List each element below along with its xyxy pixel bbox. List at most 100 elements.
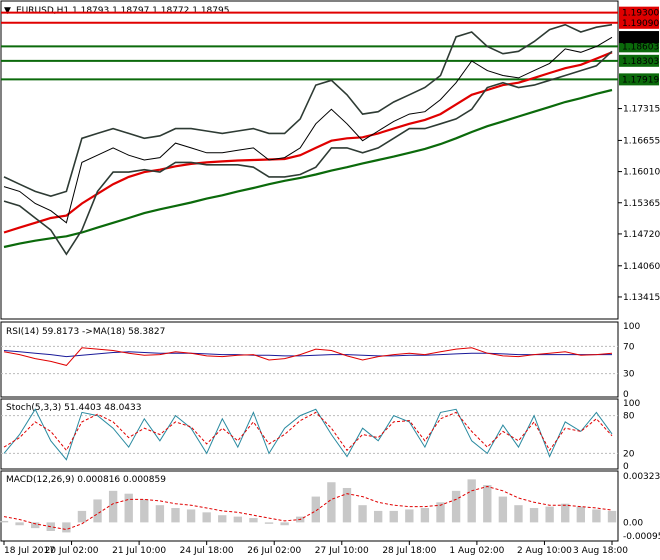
- current-price-text: 1.18795: [622, 33, 659, 43]
- macd-bar: [62, 522, 71, 533]
- stoch-main-line: [3, 408, 613, 461]
- macd-bar: [311, 496, 320, 523]
- macd-pane-frame: [0, 470, 619, 542]
- macd-bar: [249, 518, 258, 523]
- macd-label: MACD(12,26,9) 0.000816 0.000859: [6, 475, 166, 485]
- time-label-2: 21 Jul 10:00: [112, 546, 166, 556]
- rsi-ma-line: [3, 350, 612, 358]
- macd-bar: [202, 512, 211, 523]
- macd-bar: [436, 502, 445, 523]
- header-arrow-icon[interactable]: ▼: [4, 6, 11, 16]
- macd-bar: [389, 510, 398, 523]
- time-label-8: 2 Aug 10:00: [517, 546, 572, 556]
- price-line: [3, 36, 613, 224]
- level-badge-text-2: 1.18603: [622, 42, 659, 52]
- macd-bar: [140, 499, 149, 523]
- stoch-tick-label-0: 100: [623, 399, 640, 409]
- level-badge-2: [619, 40, 659, 53]
- horizontal-levels[interactable]: [1, 11, 618, 81]
- macd-bar: [280, 522, 289, 526]
- rsi-tick-label-0: 100: [623, 322, 640, 332]
- time-label-0: 18 Jul 2017: [4, 546, 55, 556]
- price-tick-label-3: 1.15365: [623, 199, 660, 209]
- macd-tick-label-1: 0.00: [623, 518, 643, 528]
- rsi-tick-label-1: 70: [623, 342, 635, 352]
- rsi-tick-label-3: 0: [623, 390, 629, 400]
- macd-bar: [607, 510, 617, 523]
- ma-green-line: [3, 88, 613, 249]
- rsi-line: [3, 347, 613, 366]
- time-label-7: 1 Aug 02:00: [449, 546, 504, 556]
- macd-bar: [358, 505, 367, 523]
- macd-bar: [233, 516, 243, 523]
- price-axis: 1.17315 1.16655 1.16010 1.15365 1.14720 1.140…: [618, 105, 660, 303]
- macd-signal-line: [3, 485, 613, 531]
- level-badge-3: [619, 54, 659, 67]
- macd-bar: [30, 522, 40, 529]
- time-label-4: 26 Jul 02:00: [247, 546, 301, 556]
- time-label-9: 3 Aug 18:00: [573, 546, 628, 556]
- macd-bar: [561, 503, 570, 523]
- macd-bar: [373, 510, 383, 523]
- macd-bar: [171, 508, 180, 523]
- macd-bar: [529, 508, 539, 523]
- stoch-pane-frame: [0, 398, 619, 470]
- price-tick-label-0: 1.17315: [623, 105, 660, 115]
- price-tick-label-5: 1.14060: [623, 262, 660, 272]
- price-tick-label-4: 1.14720: [623, 230, 660, 240]
- price-tick-label-6: 1.13415: [623, 293, 660, 303]
- bollinger-lower-line: [3, 50, 613, 256]
- time-label-6: 28 Jul 18:00: [382, 546, 436, 556]
- level-badge-text-3: 1.18303: [622, 57, 659, 67]
- stoch-tick-label-1: 80: [623, 412, 635, 422]
- macd-bar: [186, 509, 196, 523]
- macd-tick-label-2: -0.00095: [623, 532, 660, 542]
- stoch-series: 100 80 20 0: [1, 399, 640, 472]
- macd-bar: [15, 522, 24, 526]
- level-badge-text-0: 1.19300: [622, 9, 659, 19]
- time-label-5: 27 Jul 10:00: [315, 546, 369, 556]
- bollinger-upper-line: [3, 23, 613, 198]
- macd-bar: [467, 479, 476, 523]
- header-ohlc: 1.18793 1.18797 1.18772 1.18795: [72, 6, 229, 16]
- macd-tick-label-0: 0.003235: [623, 472, 660, 482]
- stoch-tick-label-3: 0: [623, 462, 629, 472]
- rsi-series: 100 70 30 0: [1, 322, 640, 400]
- macd-bar: [545, 506, 554, 523]
- macd-bar: [77, 510, 87, 523]
- macd-bar: [405, 509, 414, 523]
- macd-bar: [218, 515, 227, 523]
- macd-series: 0.003235 0.00 -0.00095: [0, 472, 660, 542]
- macd-bar: [155, 505, 165, 523]
- stoch-tick-label-2: 20: [623, 449, 635, 459]
- macd-bar: [483, 485, 492, 523]
- header-symbol: EURUSD,H1: [16, 6, 69, 16]
- stoch-signal-line: [3, 411, 613, 452]
- level-badge-0: [619, 6, 659, 19]
- macd-bar: [108, 490, 118, 523]
- macd-bar: [498, 496, 508, 523]
- level-badge-1: [619, 16, 659, 29]
- price-tick-label-1: 1.16655: [623, 136, 660, 146]
- rsi-label: RSI(14) 59.8173 ->MA(18) 58.3827: [6, 327, 165, 337]
- macd-bar: [514, 505, 523, 523]
- ma-red-line: [3, 51, 613, 234]
- price-tick-label-2: 1.16010: [623, 168, 660, 178]
- current-price-badge: [619, 31, 659, 44]
- macd-bar: [451, 490, 461, 523]
- macd-bar: [124, 493, 133, 523]
- macd-bar: [576, 506, 586, 523]
- rsi-tick-label-2: 30: [623, 370, 635, 380]
- main-pane-frame: [0, 0, 619, 320]
- macd-bar: [264, 522, 274, 524]
- main-series: [3, 23, 613, 256]
- macd-bar: [327, 482, 336, 523]
- stoch-label: Stoch(5,3,3) 51.4403 48.0433: [6, 403, 141, 413]
- level-badge-text-1: 1.19090: [622, 19, 659, 29]
- macd-bar: [420, 508, 430, 523]
- time-label-1: 20 Jul 02:00: [45, 546, 99, 556]
